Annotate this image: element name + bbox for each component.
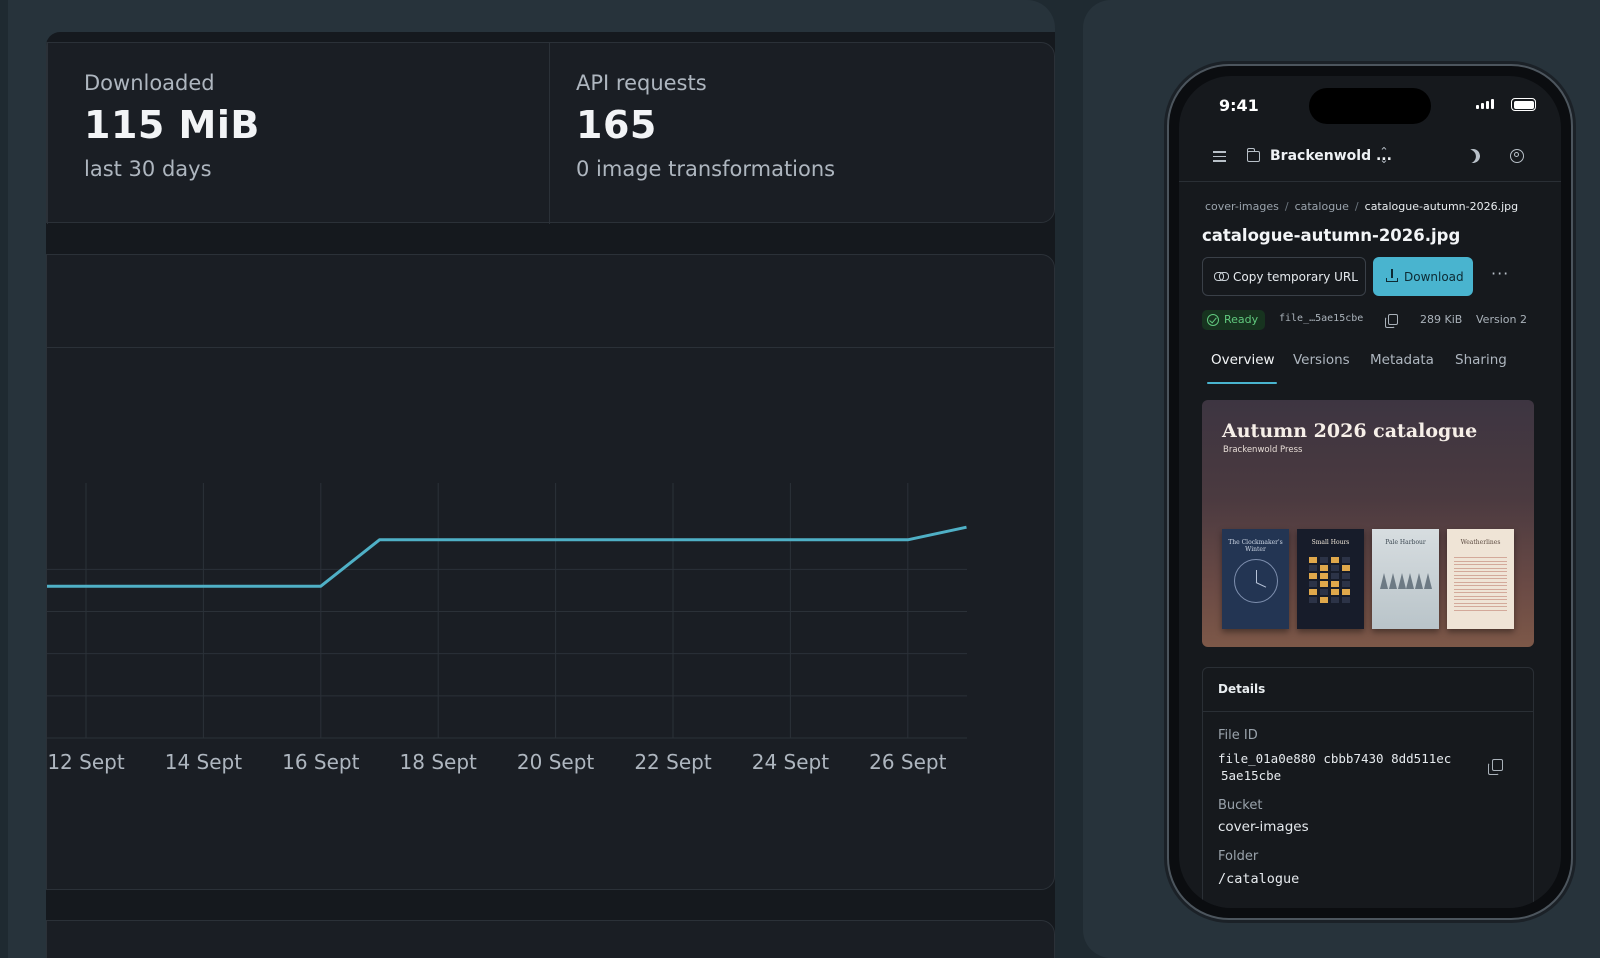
book-cover: The Clockmaker's Winter	[1222, 529, 1289, 629]
bucket-label: Bucket	[1218, 798, 1263, 813]
download-label: Download	[1404, 269, 1464, 284]
breadcrumb-separator: /	[1354, 200, 1359, 213]
folder-icon	[1246, 148, 1260, 162]
file-version: Version 2	[1476, 313, 1527, 326]
file-id-value-line1: file_01a0e880 cbbb7430 8dd511ec	[1218, 751, 1452, 766]
file-id-value-line2: 5ae15cbe	[1221, 768, 1282, 783]
window-grid-illustration	[1309, 557, 1353, 603]
app-bar: Brackenwold ... ⌃ ⌄	[1179, 136, 1561, 182]
trees-illustration	[1380, 573, 1432, 591]
breadcrumb-file: catalogue-autumn-2026.jpg	[1364, 200, 1519, 213]
tab-metadata[interactable]: Metadata	[1370, 352, 1434, 368]
downloaded-period: last 30 days	[84, 157, 212, 181]
breadcrumb-separator: /	[1284, 200, 1289, 213]
link-icon	[1214, 272, 1229, 281]
usage-chart-card: 12 Sept 14 Sept 16 Sept 18 Sept 20 Sept 22 Se…	[46, 254, 1055, 890]
org-switcher[interactable]: Brackenwold ...	[1270, 148, 1392, 164]
phone-screen: 9:41 Brackenwold ... ⌃ ⌄ cover-images / cat…	[1179, 76, 1561, 908]
status-badge: Ready	[1202, 310, 1266, 330]
phone-frame: 9:41 Brackenwold ... ⌃ ⌄ cover-images / cat…	[1167, 64, 1573, 920]
book-title: Weatherlines	[1460, 539, 1501, 546]
signal-icon	[1476, 99, 1494, 109]
breadcrumb-folder[interactable]: catalogue	[1294, 200, 1349, 213]
clock-illustration	[1234, 559, 1278, 603]
x-tick-label: 18 Sept	[400, 750, 478, 774]
downloaded-stat: Downloaded 115 MiB last 30 days	[47, 43, 549, 224]
x-tick-label: 14 Sept	[165, 750, 243, 774]
x-tick-label: 24 Sept	[752, 750, 830, 774]
book-cover: Pale Harbour	[1372, 529, 1439, 629]
api-requests-value: 165	[576, 103, 657, 147]
x-tick-label: 20 Sept	[517, 750, 595, 774]
status-time: 9:41	[1219, 96, 1259, 115]
x-tick-label: 16 Sept	[282, 750, 360, 774]
dynamic-island	[1309, 88, 1431, 124]
book-title: Small Hours	[1311, 539, 1350, 546]
copy-icon[interactable]	[1385, 314, 1398, 328]
image-preview: Autumn 2026 catalogue Brackenwold Press …	[1202, 400, 1534, 647]
breadcrumb-bucket[interactable]: cover-images	[1205, 200, 1279, 213]
page-title: catalogue-autumn-2026.jpg	[1202, 226, 1461, 245]
x-tick-label: 12 Sept	[47, 750, 125, 774]
active-tab-indicator	[1207, 382, 1277, 384]
menu-icon[interactable]	[1213, 151, 1226, 162]
chevron-up-down-icon[interactable]: ⌃ ⌄	[1379, 145, 1389, 166]
download-icon	[1386, 269, 1398, 283]
tab-versions[interactable]: Versions	[1293, 352, 1350, 368]
downloaded-value: 115 MiB	[84, 103, 260, 147]
status-label: Ready	[1224, 313, 1259, 326]
x-tick-label: 26 Sept	[869, 750, 947, 774]
usage-stats-card: Downloaded 115 MiB last 30 days API requ…	[46, 42, 1055, 224]
check-circle-icon	[1207, 314, 1219, 326]
more-options-icon[interactable]: ···	[1491, 264, 1510, 283]
image-transformations-count: 0 image transformations	[576, 157, 836, 181]
dashboard-view: Downloaded 115 MiB last 30 days API requ…	[46, 32, 1055, 958]
book-cover: Small Hours	[1297, 529, 1364, 629]
file-meta-row: Ready file_…5ae15cbe 289 KiB Version 2	[1202, 310, 1542, 330]
book-title: The Clockmaker's Winter	[1228, 539, 1283, 553]
downloaded-label: Downloaded	[84, 71, 215, 95]
preview-subtitle: Brackenwold Press	[1223, 445, 1303, 455]
copy-temporary-url-label: Copy temporary URL	[1233, 269, 1358, 284]
bucket-value: cover-images	[1218, 819, 1309, 835]
folder-label: Folder	[1218, 849, 1259, 864]
download-button[interactable]: Download	[1373, 257, 1473, 296]
folder-value: /catalogue	[1218, 871, 1300, 887]
file-size: 289 KiB	[1420, 313, 1463, 326]
file-tabs: Overview Versions Metadata Sharing	[1202, 352, 1528, 386]
x-tick-label: 22 Sept	[634, 750, 712, 774]
book-cover: Weatherlines	[1447, 529, 1514, 629]
copy-temporary-url-button[interactable]: Copy temporary URL	[1202, 257, 1366, 296]
lines-illustration	[1454, 557, 1507, 613]
book-title: Pale Harbour	[1385, 539, 1426, 546]
chart-header-divider	[47, 347, 1055, 348]
file-id-label: File ID	[1218, 728, 1258, 743]
preview-title: Autumn 2026 catalogue	[1222, 420, 1478, 442]
series-line	[47, 525, 967, 588]
details-heading: Details	[1203, 668, 1533, 712]
breadcrumb: cover-images / catalogue / catalogue-autumn-…	[1205, 200, 1518, 213]
user-icon[interactable]	[1510, 149, 1524, 163]
file-id-short: file_…5ae15cbe	[1279, 313, 1364, 324]
next-card	[46, 920, 1055, 958]
moon-icon[interactable]	[1464, 147, 1482, 165]
api-requests-stat: API requests 165 0 image transformations	[549, 43, 1055, 224]
tab-overview[interactable]: Overview	[1211, 352, 1275, 368]
battery-icon	[1511, 98, 1536, 111]
copy-file-id-icon[interactable]	[1488, 759, 1503, 775]
api-requests-label: API requests	[576, 71, 707, 95]
tab-sharing[interactable]: Sharing	[1455, 352, 1507, 368]
usage-line-chart: 12 Sept 14 Sept 16 Sept 18 Sept 20 Sept 22 Se…	[47, 483, 967, 774]
details-panel: Details File ID file_01a0e880 cbbb7430 8…	[1202, 667, 1534, 908]
